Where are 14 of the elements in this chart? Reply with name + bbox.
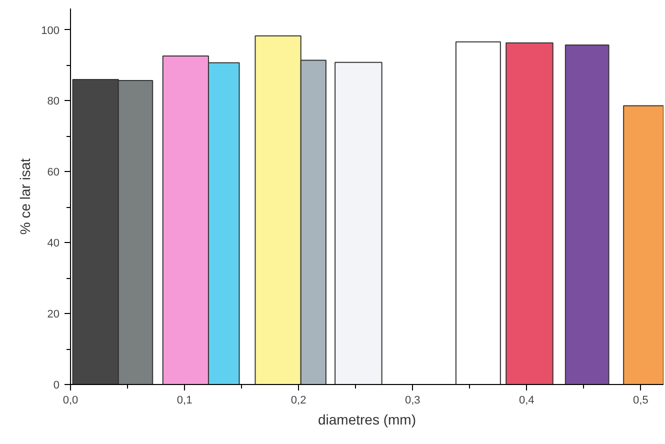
x-axis-title: diametres (mm) [318,412,416,428]
y-tick-label: 40 [47,238,60,250]
y-tick-label: 100 [41,24,60,37]
y-axis-title: % ce lar isat [17,158,34,235]
y-tick-label: 80 [47,96,60,108]
y-tick-label: 60 [47,166,60,179]
y-tick-label: 0 [53,380,60,392]
x-tick-label: 0,1 [176,394,192,406]
x-tick-label: 0,3 [404,394,420,406]
x-tick-label: 0,0 [62,394,78,406]
y-tick-label: 20 [47,308,60,321]
x-tick-label: 0,2 [290,394,306,406]
x-tick-label: 0,4 [519,394,534,406]
x-tick-label: 0,5 [633,394,648,406]
